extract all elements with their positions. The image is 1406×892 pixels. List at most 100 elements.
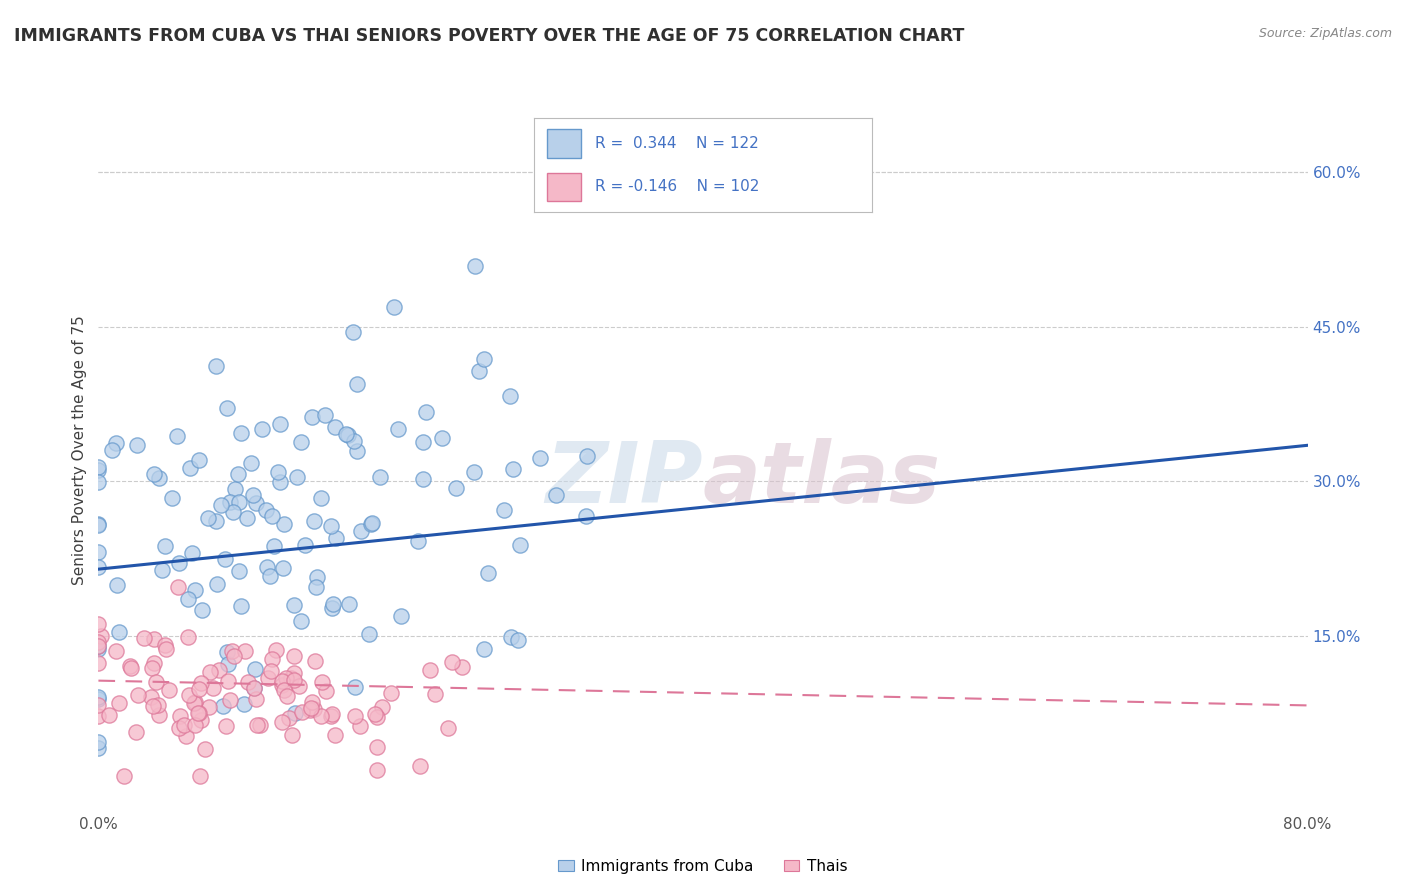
Point bbox=[217, 645, 239, 659]
Point bbox=[224, 483, 246, 497]
Point bbox=[215, 719, 238, 733]
Point bbox=[366, 764, 388, 778]
Point bbox=[419, 663, 441, 677]
Point bbox=[430, 431, 453, 445]
Point bbox=[87, 475, 110, 490]
Point bbox=[142, 656, 165, 670]
Point bbox=[139, 690, 162, 704]
Point bbox=[269, 475, 291, 490]
Text: atlas: atlas bbox=[703, 438, 941, 521]
Point bbox=[391, 609, 413, 624]
Point bbox=[90, 629, 112, 643]
Point bbox=[228, 564, 250, 578]
Point bbox=[271, 714, 294, 729]
Point bbox=[217, 657, 239, 671]
Point bbox=[301, 409, 323, 424]
Point bbox=[337, 597, 360, 611]
Point bbox=[271, 560, 294, 574]
Point bbox=[177, 688, 200, 702]
Point bbox=[337, 428, 360, 442]
Point bbox=[104, 436, 127, 450]
Point bbox=[87, 656, 110, 670]
Point bbox=[205, 515, 228, 529]
Point bbox=[87, 460, 110, 475]
Point bbox=[305, 580, 328, 594]
Point bbox=[423, 687, 446, 701]
Point bbox=[198, 665, 221, 679]
Point bbox=[153, 539, 176, 553]
Point bbox=[349, 719, 371, 733]
Point bbox=[322, 598, 344, 612]
Point bbox=[87, 516, 110, 531]
Point bbox=[412, 472, 434, 486]
Point bbox=[233, 698, 256, 712]
Point bbox=[343, 434, 366, 448]
Point bbox=[184, 695, 207, 709]
Point bbox=[207, 577, 229, 591]
Point bbox=[250, 422, 273, 436]
Point bbox=[98, 708, 121, 723]
Point bbox=[125, 437, 148, 451]
Point bbox=[157, 683, 180, 698]
Point bbox=[87, 545, 110, 559]
Point bbox=[529, 451, 551, 466]
Point bbox=[283, 673, 305, 687]
Point bbox=[266, 642, 288, 657]
Point bbox=[276, 689, 298, 703]
Point bbox=[360, 517, 382, 532]
Point bbox=[321, 600, 343, 615]
Point bbox=[335, 427, 357, 442]
Point bbox=[269, 417, 291, 431]
Point bbox=[245, 662, 267, 676]
Point bbox=[221, 644, 243, 658]
Point bbox=[311, 675, 333, 690]
Point bbox=[120, 658, 142, 673]
Point bbox=[277, 711, 299, 725]
Point bbox=[87, 709, 110, 723]
Point bbox=[364, 706, 387, 721]
Point bbox=[502, 462, 524, 476]
Point bbox=[197, 510, 219, 524]
Point bbox=[281, 728, 304, 742]
Point bbox=[254, 503, 277, 517]
Point bbox=[472, 642, 495, 657]
Point bbox=[217, 674, 239, 689]
Point bbox=[276, 671, 298, 685]
Point bbox=[191, 602, 214, 616]
Point bbox=[415, 405, 437, 419]
Point bbox=[309, 491, 332, 505]
Point bbox=[143, 632, 166, 647]
Point bbox=[506, 632, 529, 647]
Point bbox=[87, 690, 110, 704]
Point bbox=[162, 491, 184, 506]
Point bbox=[291, 705, 314, 719]
Point bbox=[87, 740, 110, 755]
Point bbox=[127, 688, 149, 702]
Point bbox=[194, 742, 217, 756]
Point bbox=[284, 706, 307, 720]
Point bbox=[249, 717, 271, 731]
Point bbox=[214, 552, 236, 566]
Point bbox=[283, 665, 305, 680]
Point bbox=[243, 681, 266, 695]
Point bbox=[463, 465, 485, 479]
Point bbox=[257, 671, 280, 685]
Point bbox=[177, 591, 200, 606]
Text: ZIP: ZIP bbox=[546, 438, 703, 521]
Point bbox=[343, 708, 366, 723]
Point bbox=[494, 503, 516, 517]
Point bbox=[444, 481, 467, 495]
Point bbox=[108, 696, 131, 710]
Point bbox=[125, 725, 148, 739]
Point bbox=[107, 578, 129, 592]
Point bbox=[298, 703, 321, 717]
Point bbox=[190, 714, 212, 728]
Point bbox=[509, 538, 531, 552]
Point bbox=[387, 422, 409, 436]
Point bbox=[167, 721, 190, 735]
Point bbox=[188, 453, 211, 467]
Point bbox=[222, 505, 245, 519]
Point bbox=[576, 449, 599, 463]
Point bbox=[307, 570, 329, 584]
Point bbox=[173, 718, 195, 732]
